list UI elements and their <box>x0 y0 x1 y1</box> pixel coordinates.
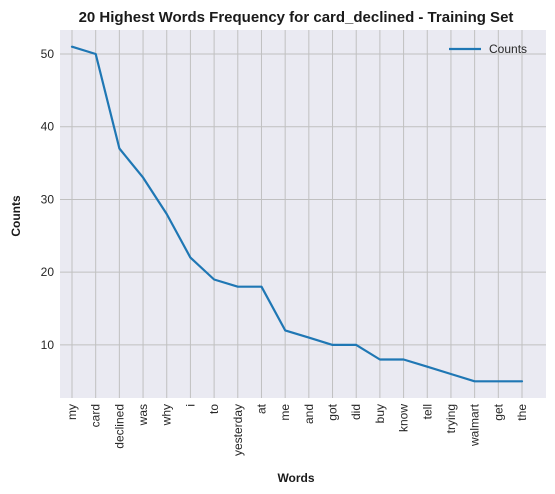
x-tick-label: tell <box>420 404 434 419</box>
x-tick-label: me <box>278 404 292 421</box>
x-tick-label: the <box>515 404 529 421</box>
x-tick-label: was <box>136 404 150 426</box>
x-tick-label: did <box>349 404 363 420</box>
y-tick-label: 30 <box>41 192 55 206</box>
y-tick-label: 10 <box>41 338 55 352</box>
y-tick-label: 40 <box>41 120 55 134</box>
y-axis-label: Counts <box>9 195 23 237</box>
x-tick-label: at <box>254 403 268 414</box>
x-tick-label: my <box>65 404 79 420</box>
x-tick-label: why <box>160 404 174 426</box>
x-axis-label: Words <box>277 471 314 485</box>
x-tick-label: know <box>397 404 411 432</box>
grid-lines <box>60 30 546 398</box>
x-tick-label: and <box>302 404 316 424</box>
y-tick-label: 50 <box>41 47 55 61</box>
legend: Counts <box>449 42 527 56</box>
x-tick-labels: my card declined was why i to yesterday at me and g… <box>65 403 529 456</box>
x-tick-label: get <box>491 403 505 420</box>
x-tick-label: got <box>326 403 340 420</box>
x-tick-label: card <box>89 404 103 427</box>
chart-title: 20 Highest Words Frequency for card_decl… <box>79 9 514 26</box>
series-line-counts <box>70 45 524 383</box>
x-tick-label: walmart <box>468 403 482 447</box>
x-tick-label: i <box>183 404 197 407</box>
x-tick-label: yesterday <box>231 404 245 456</box>
plot-background <box>60 30 546 398</box>
y-tick-labels: 10 20 30 40 50 <box>41 47 55 352</box>
x-tick-label: trying <box>444 404 458 433</box>
x-tick-label: to <box>207 404 221 414</box>
legend-label: Counts <box>489 42 527 56</box>
y-tick-label: 20 <box>41 265 55 279</box>
x-tick-label: declined <box>112 404 126 449</box>
x-tick-label: buy <box>373 404 387 423</box>
